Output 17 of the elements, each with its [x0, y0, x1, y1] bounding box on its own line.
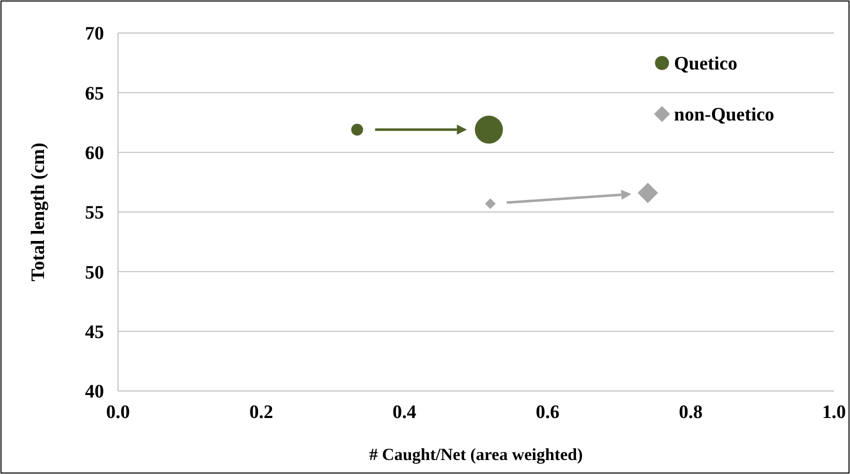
x-tick-label: 0.6 [536, 402, 560, 423]
x-axis-title: # Caught/Net (area weighted) [369, 445, 583, 464]
legend-label: non-Quetico [674, 104, 774, 126]
x-tick-label: 0.0 [106, 402, 130, 423]
y-tick-label: 70 [85, 24, 104, 45]
y-tick-label: 50 [85, 262, 104, 284]
y-tick-label: 45 [85, 322, 104, 343]
y-axis-title: Total length (cm) [28, 142, 49, 282]
x-tick-label: 0.2 [249, 402, 274, 423]
x-tick-label: 0.4 [392, 402, 417, 423]
y-tick-label: 65 [85, 83, 104, 104]
x-tick-label: 0.8 [678, 402, 703, 423]
y-tick-label: 60 [85, 142, 104, 164]
y-tick-label: 55 [85, 202, 104, 224]
y-tick-label: 40 [85, 382, 104, 403]
legend-label: Quetico [674, 54, 738, 75]
x-tick-label: 1.0 [822, 402, 846, 423]
